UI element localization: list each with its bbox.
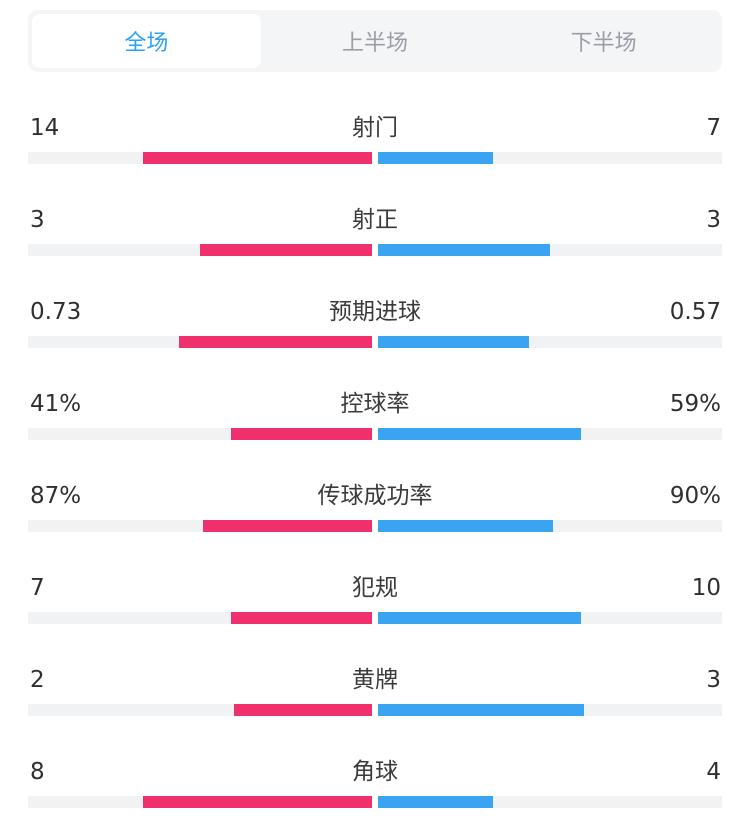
home-bar-track [28,244,372,256]
stat-label: 犯规 [352,575,398,601]
away-bar [378,704,584,716]
home-bar-track [28,520,372,532]
stat-row-expected-goals: 0.73 预期进球 0.57 [0,296,750,376]
away-bar-track [378,796,722,808]
home-value: 0.73 [30,299,82,325]
home-value: 2 [30,667,45,693]
stat-label: 预期进球 [329,299,421,325]
away-bar [378,244,550,256]
away-bar-track [378,336,722,348]
stat-label: 射门 [352,115,398,141]
home-bar [179,336,372,348]
home-bar-track [28,428,372,440]
home-bar-track [28,796,372,808]
away-bar-track [378,244,722,256]
away-value: 10 [691,575,721,601]
away-value: 4 [706,759,721,785]
away-value: 3 [706,207,721,233]
away-bar-track [378,428,722,440]
away-value: 0.57 [669,299,721,325]
away-bar-track [378,704,722,716]
home-value: 87% [30,483,82,509]
stat-row-shots: 14 射门 7 [0,112,750,192]
stat-row-shots-on-target: 3 射正 3 [0,204,750,284]
away-value: 3 [706,667,721,693]
away-bar [378,336,529,348]
home-bar-track [28,336,372,348]
away-bar [378,152,493,164]
tab-second-half[interactable]: 下半场 [570,31,637,56]
home-bar [231,428,372,440]
home-value: 7 [30,575,45,601]
home-value: 8 [30,759,45,785]
tab-first-half[interactable]: 上半场 [342,31,409,56]
stat-row-fouls: 7 犯规 10 [0,572,750,652]
home-bar-track [28,704,372,716]
home-bar-track [28,152,372,164]
stat-row-corners: 8 角球 4 [0,756,750,836]
home-bar [203,520,372,532]
home-bar [200,244,372,256]
away-value: 59% [669,391,721,417]
home-bar [143,152,372,164]
away-bar-track [378,152,722,164]
home-value: 41% [30,391,82,417]
stat-label: 角球 [352,759,398,785]
away-value: 90% [669,483,721,509]
away-bar-track [378,612,722,624]
home-bar [143,796,372,808]
home-bar [234,704,372,716]
stat-label: 黄牌 [352,667,398,693]
away-bar [378,612,581,624]
stat-label: 控球率 [340,391,410,417]
stat-row-yellow-cards: 2 黄牌 3 [0,664,750,744]
away-value: 7 [706,115,721,141]
away-bar [378,796,493,808]
away-bar-track [378,520,722,532]
stat-row-possession: 41% 控球率 59% [0,388,750,468]
home-value: 14 [30,115,60,141]
home-value: 3 [30,207,45,233]
period-tab-bar: 全场 上半场 下半场 [28,10,722,72]
stat-label: 射正 [352,207,398,233]
home-bar [231,612,372,624]
stat-label: 传球成功率 [317,483,433,509]
home-bar-track [28,612,372,624]
away-bar [378,428,581,440]
away-bar [378,520,553,532]
tab-full-match[interactable]: 全场 [32,14,261,68]
stat-row-pass-accuracy: 87% 传球成功率 90% [0,480,750,560]
